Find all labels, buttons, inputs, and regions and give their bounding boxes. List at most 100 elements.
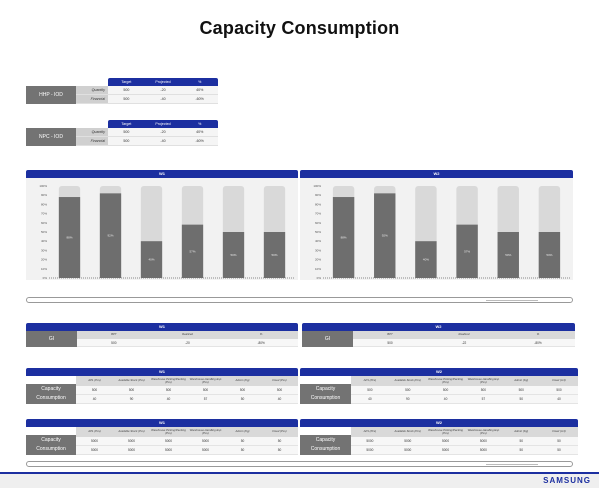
capacity2-header-w2: W2 [300,419,578,427]
y-tick-label: 90% [315,193,321,197]
bar [263,232,286,278]
bar [456,224,478,278]
gi-label: GI [302,331,353,347]
gi-label: GI [26,331,77,347]
kpi-table-npc: NPC - IOD Target Projected % Quantity 50… [26,120,219,146]
bar [222,232,245,278]
scrollbar-thumb[interactable] [486,464,538,465]
capacity-label: Capacity Consumption [300,435,351,455]
bar-chart-w1: 0%10%20%30%40%50%60%70%80%90%100%88%AP19… [39,184,295,280]
bar-value-label: 88% [66,236,72,240]
bar [497,232,519,278]
bar [374,193,396,278]
kpi-cell: -20 [144,86,182,94]
capacity2-table-w2: Capacity Consumption AP1 (Pcs) Available S… [300,427,578,455]
gi-table-w2: GI BPT Realized % 500 -22 -80% [302,331,575,347]
footer-bar [0,474,599,488]
horizontal-scrollbar-bottom[interactable] [26,461,573,467]
section-header-w1: W1 [26,170,298,178]
y-tick-label: 20% [41,258,47,262]
gi-header-row: BPT Realized % [77,331,298,339]
capacity-header-w1: W1 [26,368,298,376]
gi-data-row: 500 -22 -80% [353,339,575,347]
scrollbar-thumb[interactable] [486,300,538,301]
kpi-col-header: Projected [155,122,171,126]
page-title: Capacity Consumption [199,18,400,38]
bar [538,232,561,278]
kpi-row: Quantity 500 -20 40% [76,128,219,137]
kpi-row: Financial 500 -40 -60% [76,137,219,146]
y-tick-label: 10% [41,267,47,271]
gi-cell: -20 [185,341,190,345]
capacity-label: Capacity Consumption [26,435,76,455]
horizontal-scrollbar[interactable] [26,297,573,303]
kpi-cell: 500 [108,95,145,103]
kpi-cell: 40% [181,128,219,136]
bar [58,197,81,278]
capacity-header-row: AP1 (Pcs) Available Stock (Pcs) Warehouse… [351,376,578,386]
kpi-row: Financial 500 -40 -60% [76,95,219,104]
capacity-header-row: AP1 (Pcs) Available Stock (Pcs) Warehouse… [76,427,298,437]
capacity-table-w2: Capacity Consumption AP1 (Pcs) Available S… [300,376,578,404]
gi-cell: -80% [534,341,542,345]
capacity-label: Capacity Consumption [300,384,351,404]
gi-table-w1: GI BPT Realized % 500 -20 -80% [26,331,298,347]
kpi-row-label: Quantity [76,128,108,136]
gi-col-header: BPT [387,332,393,337]
gi-col-header: Realized [182,332,193,337]
capacity2-table-w1: Capacity Consumption AP1 (Pcs) Available S… [26,427,298,455]
y-tick-label: 80% [315,202,321,206]
kpi-row-label: Financial [76,95,108,103]
capacity-row: 5000 5000 5000 5000 50 50 [76,446,298,455]
gi-cell: 500 [387,341,393,345]
bar [140,241,163,278]
kpi-row-label: Quantity [76,86,108,94]
y-tick-label: 10% [315,267,321,271]
footer-divider [0,472,599,474]
y-tick-label: 60% [315,221,321,225]
kpi-header: Target Projected % [108,78,218,86]
gi-cell: 500 [111,341,117,345]
gi-col-header: % [536,332,540,337]
y-tick-label: 40% [41,239,47,243]
y-tick-label: 20% [315,258,321,262]
bar-value-label: 50% [505,253,511,257]
bar-value-label: 50% [271,253,277,257]
gi-cell: -80% [257,341,265,345]
bar [332,197,355,278]
kpi-cell: -40 [144,95,182,103]
capacity-row: 5000 5000 5000 5000 50 50 [351,437,578,446]
capacity-row: 5000 5000 5000 5000 50 50 [351,446,578,455]
y-tick-label: 0% [317,276,322,280]
y-tick-label: 50% [41,230,47,234]
bar-value-label: 92% [107,234,113,238]
kpi-col-header: Target [121,80,132,84]
y-tick-label: 30% [41,248,47,252]
gi-col-header: Realized [458,332,470,337]
bar-value-label: 88% [341,236,347,240]
y-tick-label: 60% [41,221,47,225]
bar-value-label: 50% [546,253,552,257]
bar-value-label: 92% [382,234,388,238]
kpi-cell: 40% [181,86,219,94]
kpi-cell: -20 [144,128,182,136]
y-tick-label: 100% [39,184,47,188]
bar-value-label: 50% [230,253,236,257]
capacity2-header-w1: W1 [26,419,298,427]
capacity-header-w2: W2 [300,368,578,376]
bar-chart-w2: 0%10%20%30%40%50%60%70%80%90%100%88%AP19… [313,184,570,280]
y-tick-label: 30% [315,248,321,252]
samsung-logo: SAMSUNG [543,476,591,485]
gi-cell: -22 [461,341,467,345]
chart-panel-w2: 0%10%20%30%40%50%60%70%80%90%100%88%AP19… [300,178,573,280]
gi-header-w1: W1 [26,323,298,331]
capacity-header-row: AP1 (Pcs) Available Stock (Pcs) Warehouse… [76,376,298,386]
capacity-row: 500 500 500 500 500 500 [351,386,578,395]
kpi-col-header: % [198,80,202,84]
y-tick-label: 0% [43,276,48,280]
kpi-row: Quantity 500 -20 40% [76,86,219,95]
y-tick-label: 80% [41,202,47,206]
y-tick-label: 70% [41,212,47,216]
bar-value-label: 40% [423,258,429,262]
y-tick-label: 70% [315,212,321,216]
